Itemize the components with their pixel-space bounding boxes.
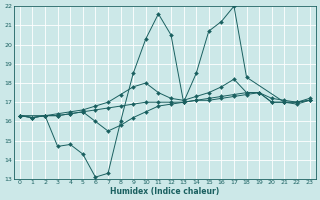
X-axis label: Humidex (Indice chaleur): Humidex (Indice chaleur) — [110, 187, 219, 196]
